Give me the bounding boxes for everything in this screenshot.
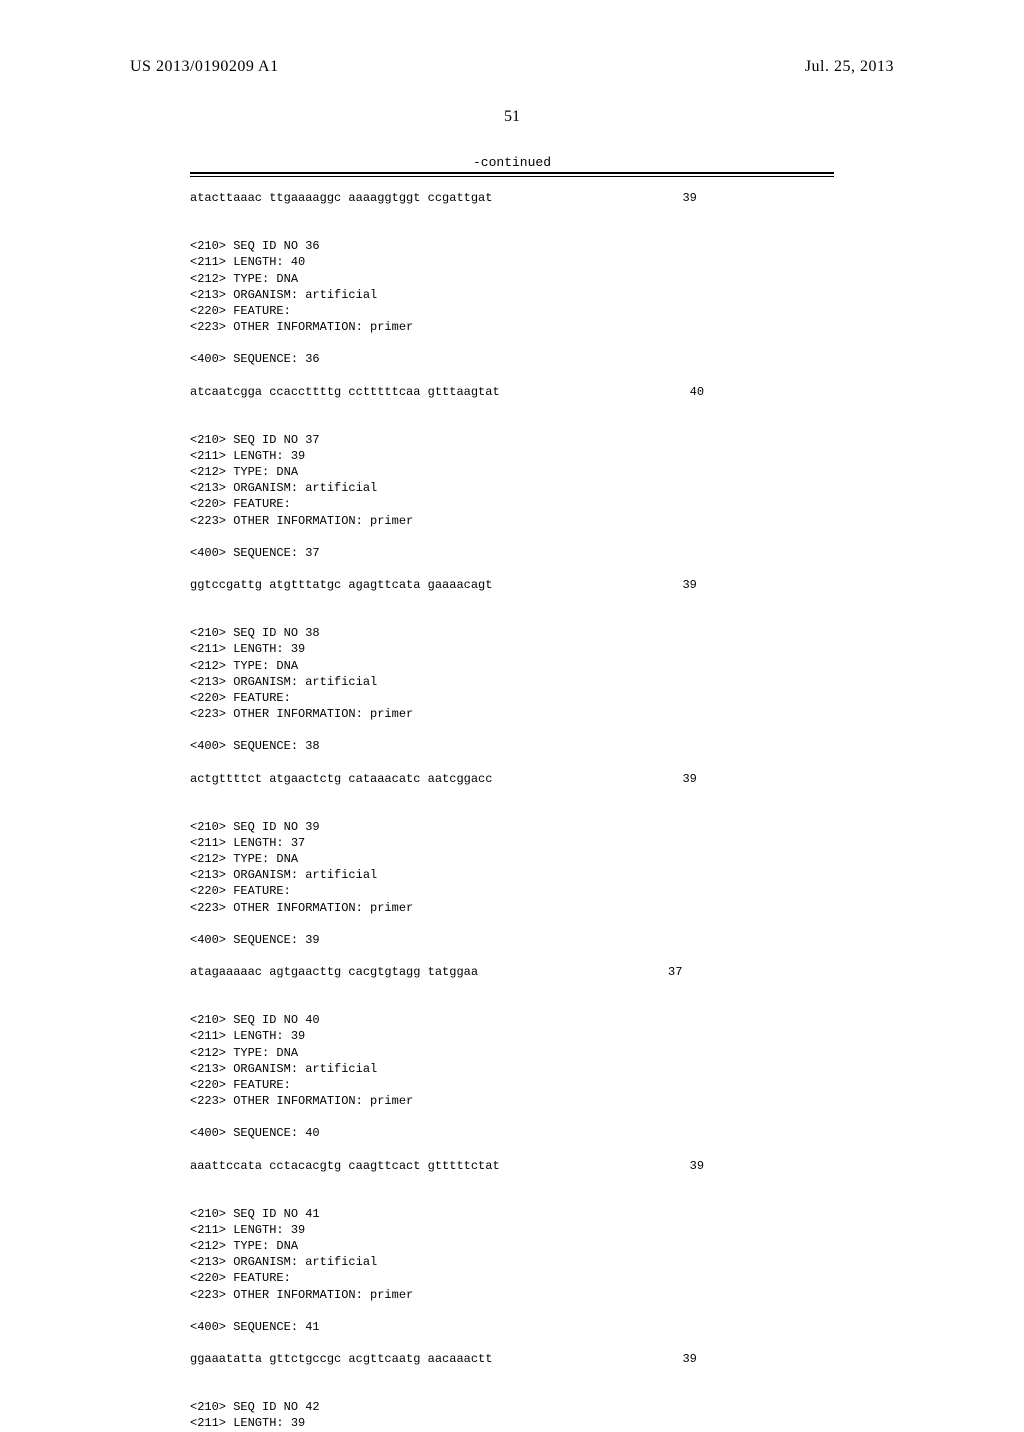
listing-line: <223> OTHER INFORMATION: primer xyxy=(190,900,834,916)
publication-number: US 2013/0190209 A1 xyxy=(130,58,279,76)
sequence-text: actgttttct atgaactctg cataaacatc aatcgga… xyxy=(190,771,492,787)
blank-line xyxy=(190,980,834,996)
listing-line: <220> FEATURE: xyxy=(190,1077,834,1093)
listing-line: <400> SEQUENCE: 40 xyxy=(190,1125,834,1141)
blank-line xyxy=(190,400,834,416)
blank-line xyxy=(190,1142,834,1158)
sequence-length: 39 xyxy=(492,771,696,787)
listing-line: <223> OTHER INFORMATION: primer xyxy=(190,1093,834,1109)
blank-line xyxy=(190,609,834,625)
listing-line: <210> SEQ ID NO 38 xyxy=(190,625,834,641)
sequence-length: 39 xyxy=(492,1351,696,1367)
sequence-row: atagaaaaac agtgaacttg cacgtgtagg tatggaa… xyxy=(190,964,834,980)
sequence-length: 39 xyxy=(492,577,696,593)
sequence-text: atacttaaac ttgaaaaggc aaaaggtggt ccgattg… xyxy=(190,190,492,206)
publication-date: Jul. 25, 2013 xyxy=(805,58,894,76)
listing-line: <400> SEQUENCE: 38 xyxy=(190,738,834,754)
listing-line: <213> ORGANISM: artificial xyxy=(190,287,834,303)
sequence-length: 39 xyxy=(492,190,696,206)
listing-line: <211> LENGTH: 37 xyxy=(190,835,834,851)
listing-line: <211> LENGTH: 39 xyxy=(190,448,834,464)
sequence-length: 37 xyxy=(478,964,682,980)
listing-line: <400> SEQUENCE: 41 xyxy=(190,1319,834,1335)
blank-line xyxy=(190,1109,834,1125)
patent-page: US 2013/0190209 A1 Jul. 25, 2013 51 -con… xyxy=(0,0,1024,1320)
blank-line xyxy=(190,916,834,932)
blank-line xyxy=(190,335,834,351)
blank-line xyxy=(190,529,834,545)
blank-line xyxy=(190,1190,834,1206)
blank-line xyxy=(190,803,834,819)
sequence-text: aaattccata cctacacgtg caagttcact gtttttc… xyxy=(190,1158,500,1174)
sequence-row: atcaatcgga ccaccttttg cctttttcaa gtttaag… xyxy=(190,384,834,400)
listing-line: <211> LENGTH: 39 xyxy=(190,641,834,657)
blank-line xyxy=(190,1303,834,1319)
listing-line: <213> ORGANISM: artificial xyxy=(190,1254,834,1270)
listing-line: <220> FEATURE: xyxy=(190,303,834,319)
listing-line: <211> LENGTH: 39 xyxy=(190,1222,834,1238)
listing-line: <212> TYPE: DNA xyxy=(190,464,834,480)
sequence-text: ggtccgattg atgtttatgc agagttcata gaaaaca… xyxy=(190,577,492,593)
sequence-row: actgttttct atgaactctg cataaacatc aatcgga… xyxy=(190,771,834,787)
blank-line xyxy=(190,222,834,238)
listing-line: <223> OTHER INFORMATION: primer xyxy=(190,513,834,529)
listing-line: <212> TYPE: DNA xyxy=(190,658,834,674)
rule-heavy xyxy=(190,172,834,174)
listing-line: <211> LENGTH: 39 xyxy=(190,1415,834,1431)
listing-line: <210> SEQ ID NO 37 xyxy=(190,432,834,448)
listing-line: <212> TYPE: DNA xyxy=(190,1238,834,1254)
listing-line: <400> SEQUENCE: 39 xyxy=(190,932,834,948)
listing-line: <210> SEQ ID NO 42 xyxy=(190,1399,834,1415)
sequence-row: ggtccgattg atgtttatgc agagttcata gaaaaca… xyxy=(190,577,834,593)
blank-line xyxy=(190,722,834,738)
listing-line: <223> OTHER INFORMATION: primer xyxy=(190,319,834,335)
listing-line: <210> SEQ ID NO 36 xyxy=(190,238,834,254)
listing-line: <220> FEATURE: xyxy=(190,690,834,706)
blank-line xyxy=(190,1335,834,1351)
listing-line: <400> SEQUENCE: 36 xyxy=(190,351,834,367)
sequence-row: ggaaatatta gttctgccgc acgttcaatg aacaaac… xyxy=(190,1351,834,1367)
listing-line: <210> SEQ ID NO 41 xyxy=(190,1206,834,1222)
listing-line: <210> SEQ ID NO 39 xyxy=(190,819,834,835)
listing-line: <213> ORGANISM: artificial xyxy=(190,674,834,690)
listing-line: <211> LENGTH: 39 xyxy=(190,1028,834,1044)
listing-line: <212> TYPE: DNA xyxy=(190,271,834,287)
listing-line: <223> OTHER INFORMATION: primer xyxy=(190,706,834,722)
listing-line: <213> ORGANISM: artificial xyxy=(190,1061,834,1077)
sequence-row: atacttaaac ttgaaaaggc aaaaggtggt ccgattg… xyxy=(190,190,834,206)
listing-line: <213> ORGANISM: artificial xyxy=(190,867,834,883)
blank-line xyxy=(190,948,834,964)
sequence-text: ggaaatatta gttctgccgc acgttcaatg aacaaac… xyxy=(190,1351,492,1367)
listing-line: <211> LENGTH: 40 xyxy=(190,254,834,270)
listing-line: <220> FEATURE: xyxy=(190,496,834,512)
blank-line xyxy=(190,787,834,803)
listing-line: <212> TYPE: DNA xyxy=(190,1045,834,1061)
listing-line: <400> SEQUENCE: 37 xyxy=(190,545,834,561)
blank-line xyxy=(190,996,834,1012)
page-number: 51 xyxy=(0,108,1024,126)
blank-line xyxy=(190,206,834,222)
sequence-length: 40 xyxy=(500,384,704,400)
blank-line xyxy=(190,593,834,609)
blank-line xyxy=(190,755,834,771)
listing-line: <213> ORGANISM: artificial xyxy=(190,480,834,496)
blank-line xyxy=(190,1367,834,1383)
blank-line xyxy=(190,1383,834,1399)
rule-thin xyxy=(190,176,834,177)
sequence-length: 39 xyxy=(500,1158,704,1174)
sequence-row: aaattccata cctacacgtg caagttcact gtttttc… xyxy=(190,1158,834,1174)
sequence-listing: atacttaaac ttgaaaaggc aaaaggtggt ccgattg… xyxy=(190,190,834,1432)
continued-label: -continued xyxy=(0,155,1024,170)
listing-line: <212> TYPE: DNA xyxy=(190,851,834,867)
listing-line: <210> SEQ ID NO 40 xyxy=(190,1012,834,1028)
listing-line: <220> FEATURE: xyxy=(190,1270,834,1286)
listing-line: <223> OTHER INFORMATION: primer xyxy=(190,1287,834,1303)
blank-line xyxy=(190,561,834,577)
sequence-text: atagaaaaac agtgaacttg cacgtgtagg tatggaa xyxy=(190,964,478,980)
sequence-text: atcaatcgga ccaccttttg cctttttcaa gtttaag… xyxy=(190,384,500,400)
listing-line: <220> FEATURE: xyxy=(190,883,834,899)
blank-line xyxy=(190,416,834,432)
blank-line xyxy=(190,368,834,384)
blank-line xyxy=(190,1174,834,1190)
